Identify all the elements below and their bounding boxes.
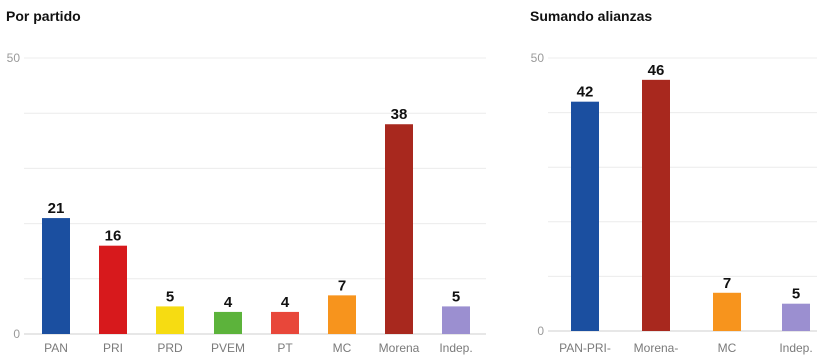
bar (271, 311, 299, 334)
bar-value-label: 5 (166, 288, 174, 305)
x-tick-label: Morena (379, 341, 420, 355)
x-tick-label: PAN-PRI- (559, 341, 611, 355)
bar-value-label: 7 (338, 277, 346, 294)
bar-value-label: 16 (105, 228, 122, 245)
chart-title-sumando-alianzas: Sumando alianzas (530, 8, 653, 24)
x-tick-label: Morena- (634, 341, 679, 355)
bar (214, 311, 242, 334)
bar (782, 303, 810, 331)
x-tick-label: PRI (103, 341, 123, 355)
bar-value-label: 5 (452, 288, 460, 305)
bar-value-label: 5 (792, 286, 800, 303)
y-tick-label: 50 (531, 51, 545, 65)
x-tick-label: Indep. (779, 341, 812, 355)
bar (713, 292, 741, 331)
bar-value-label: 42 (577, 84, 594, 101)
bar-value-label: 4 (281, 294, 290, 311)
x-tick-label: PT (277, 341, 293, 355)
bar (99, 245, 127, 334)
x-tick-label: PAN (44, 341, 68, 355)
bar-value-label: 21 (48, 200, 65, 217)
x-tick-label: PRD (157, 341, 183, 355)
bar (642, 79, 670, 331)
y-tick-label: 0 (537, 324, 544, 338)
x-tick-label: MC (333, 341, 352, 355)
bar (385, 124, 413, 335)
bar-value-label: 38 (391, 106, 408, 123)
bar (42, 218, 70, 334)
chart-title-por-partido: Por partido (6, 8, 81, 24)
bar-value-label: 4 (224, 294, 233, 311)
bar (571, 101, 599, 332)
bar (328, 295, 356, 334)
bar-value-label: 46 (648, 62, 665, 79)
x-tick-label: Indep. (439, 341, 472, 355)
x-tick-label: PVEM (211, 341, 245, 355)
y-tick-label: 0 (13, 327, 20, 341)
bar-value-label: 7 (723, 275, 731, 292)
x-tick-label: MC (718, 341, 737, 355)
bar (156, 306, 184, 334)
y-tick-label: 50 (7, 51, 21, 65)
bar (442, 306, 470, 334)
